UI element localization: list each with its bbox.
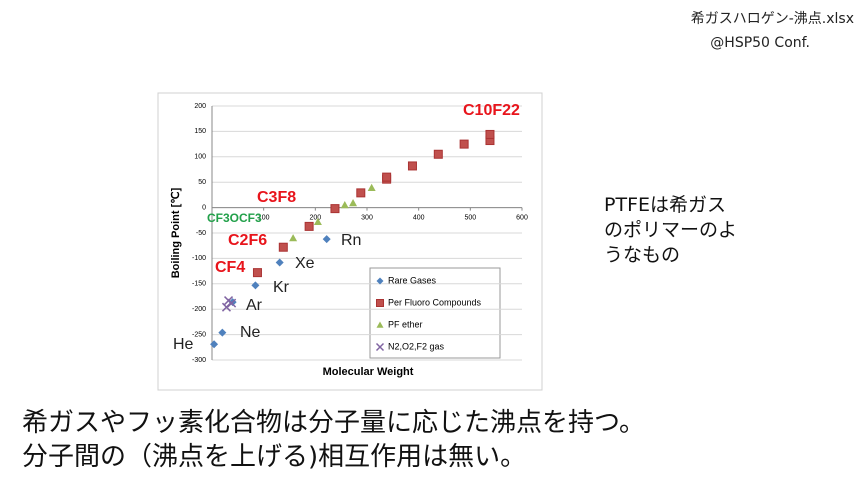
point — [330, 204, 340, 214]
y-tick-label: 0 — [202, 204, 206, 211]
y-tick-label: -300 — [192, 357, 206, 364]
x-tick-label: 300 — [361, 214, 373, 221]
x-tick-label: 100 — [258, 214, 270, 221]
annotation: C3F8 — [257, 189, 296, 206]
annotation: CF3OCF3 — [207, 211, 262, 225]
point — [252, 268, 262, 278]
point — [304, 221, 314, 231]
annotation: Xe — [295, 255, 315, 272]
point — [221, 302, 231, 312]
caption-line: 分子間の（沸点を上げる)相互作用は無い。 — [22, 442, 527, 472]
legend-marker — [376, 299, 384, 307]
note: PTFEは希ガス のポリマーのよ うなもの — [604, 193, 737, 268]
caption-line: 希ガスやフッ素化合物は分子量に応じた沸点を持つ。 — [22, 408, 645, 438]
point — [289, 234, 298, 242]
point — [433, 149, 443, 159]
legend-marker — [376, 321, 384, 328]
annotation: Kr — [273, 279, 290, 296]
x-axis-title: Molecular Weight — [323, 366, 414, 378]
point — [459, 139, 469, 149]
x-tick-label: 600 — [516, 214, 528, 221]
annotation: Ar — [246, 297, 263, 314]
point — [349, 199, 358, 207]
x-tick-label: 200 — [309, 214, 321, 221]
note-line: PTFEは希ガス — [604, 194, 726, 216]
point — [340, 201, 349, 209]
legend-label: Per Fluoro Compounds — [388, 297, 482, 307]
point — [275, 258, 284, 267]
y-tick-label: -150 — [192, 281, 206, 288]
point — [356, 188, 366, 198]
point — [218, 328, 227, 337]
annotation: CF4 — [215, 259, 245, 276]
legend-label: PF ether — [388, 319, 423, 329]
file-name: 希ガスハロゲン-沸点.xlsx — [690, 11, 854, 27]
y-tick-label: -50 — [196, 230, 206, 237]
chart: Molecular Weight Boiling Point [℃] 200 15… — [157, 92, 543, 391]
annotation: C2F6 — [228, 232, 267, 249]
point — [485, 129, 495, 139]
point — [322, 235, 331, 244]
legend-marker — [376, 277, 384, 285]
note-line: うなもの — [604, 244, 681, 266]
note-line: のポリマーのよ — [604, 219, 738, 241]
y-tick-label: 150 — [194, 128, 206, 135]
x-tick-label: 400 — [413, 214, 425, 221]
point — [407, 161, 417, 171]
point — [382, 172, 392, 182]
caption: 希ガスやフッ素化合物は分子量に応じた沸点を持つ。 分子間の（沸点を上げる)相互作用… — [22, 406, 645, 474]
point — [278, 242, 288, 252]
legend-label: N2,O2,F2 gas — [388, 341, 445, 351]
y-tick-label: 200 — [194, 103, 206, 110]
y-tick-label: 100 — [194, 154, 206, 161]
point — [313, 217, 322, 226]
point — [367, 183, 376, 191]
legend-marker — [375, 342, 385, 352]
annotation: He — [173, 336, 194, 353]
x-tick-label: 500 — [464, 214, 476, 221]
point — [210, 340, 219, 349]
annotation: Ne — [240, 324, 261, 341]
point — [251, 281, 260, 290]
y-tick-label: -250 — [192, 331, 206, 338]
y-tick-label: -200 — [192, 306, 206, 313]
annotation: Rn — [341, 232, 361, 249]
y-axis-title: Boiling Point [℃] — [170, 187, 182, 278]
legend-label: Rare Gases — [388, 275, 437, 285]
y-tick-label: -100 — [192, 255, 206, 262]
legend — [369, 267, 501, 359]
point — [227, 298, 237, 308]
y-tick-label: 50 — [198, 179, 206, 186]
credit: @HSP50 Conf. — [710, 35, 810, 51]
annotation: C10F22 — [463, 102, 520, 119]
